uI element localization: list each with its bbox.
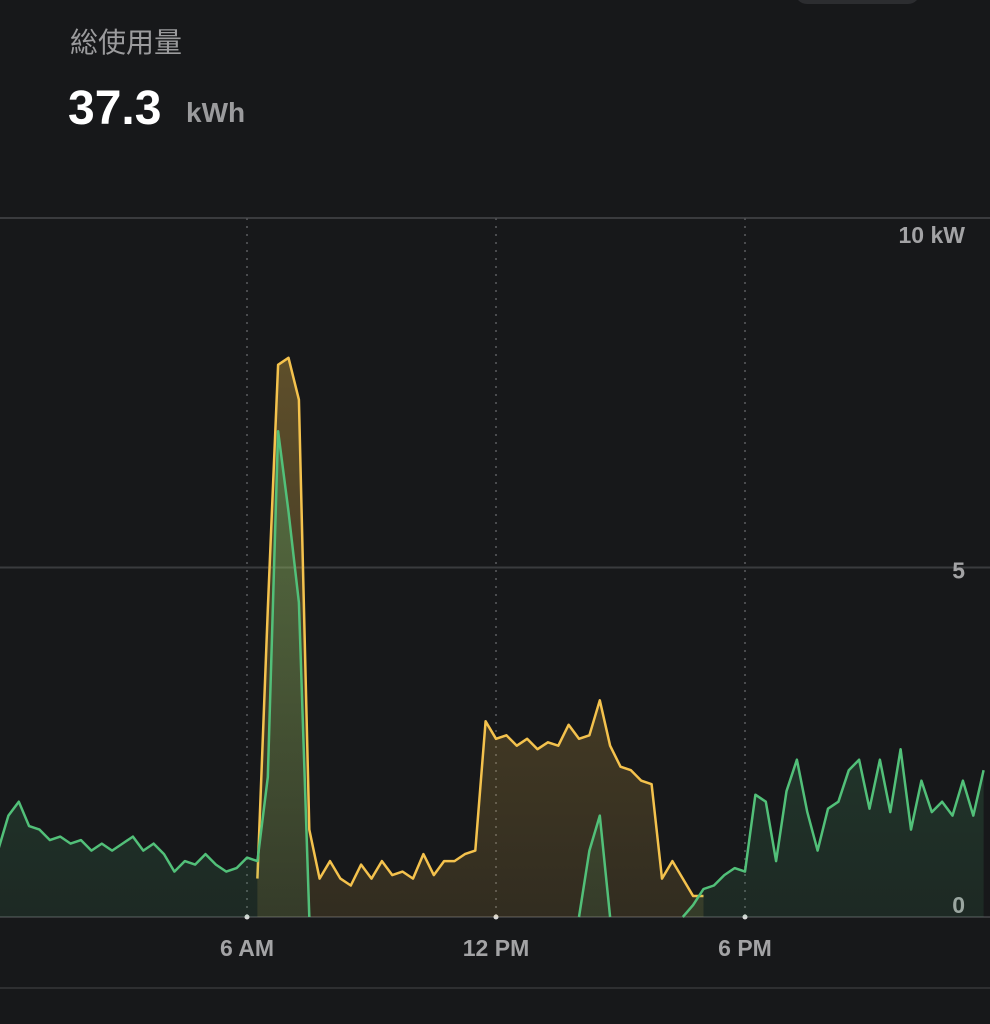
x-tick-label: 6 PM	[718, 935, 772, 961]
summary-label: 総使用量	[70, 27, 182, 58]
summary-unit: kWh	[186, 97, 245, 128]
y-tick-label: 5	[952, 558, 965, 584]
line	[0, 429, 985, 918]
x-tick-label: 6 AM	[220, 935, 274, 961]
x-tick-label: 12 PM	[463, 935, 529, 961]
summary-value: 37.3	[68, 82, 161, 135]
area	[0, 431, 984, 917]
top-button[interactable]	[795, 0, 920, 4]
y-tick-label: 10 kW	[899, 222, 966, 248]
line	[256, 356, 704, 898]
area	[257, 357, 704, 917]
